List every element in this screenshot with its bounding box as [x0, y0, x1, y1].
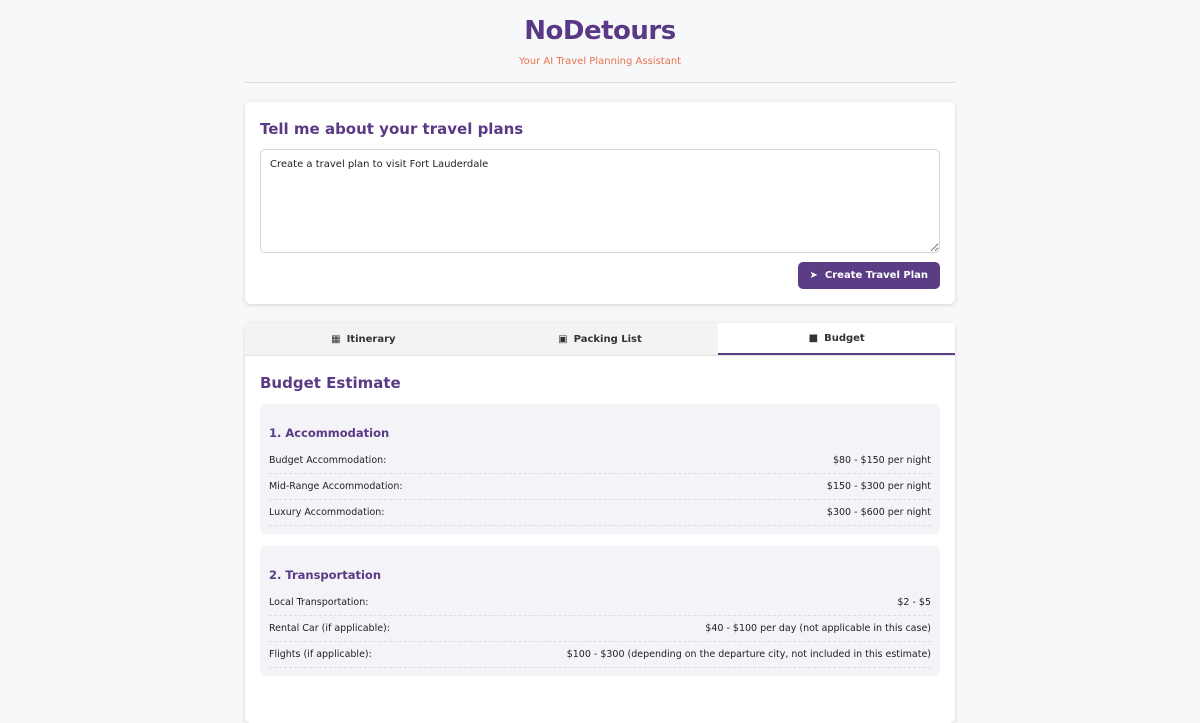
section-title: 2. Transportation	[269, 568, 382, 582]
app-subtitle: Your AI Travel Planning Assistant	[518, 56, 682, 67]
row-value: $40 - $100 per day (not applicable in th…	[705, 623, 931, 634]
budget-row: Luxury Accommodation: $300 - $600 per nig…	[269, 500, 931, 526]
row-label: Local Transportation:	[269, 597, 369, 608]
suitcase-icon: ▣	[558, 333, 568, 345]
row-value: $80 - $150 per night	[832, 455, 931, 466]
row-label: Rental Car (if applicable):	[269, 623, 390, 634]
budget-row: Flights (if applicable): $100 - $300 (dep…	[269, 642, 931, 668]
tab-budget[interactable]: ■ Budget	[718, 323, 956, 355]
header: NoDetours Your AI Travel Planning Assist…	[245, 0, 955, 83]
budget-row: Rental Car (if applicable): $40 - $100 pe…	[269, 616, 931, 642]
button-label: Create Travel Plan	[824, 270, 928, 281]
budget-heading: Budget Estimate	[260, 374, 401, 392]
row-label: Mid-Range Accommodation:	[269, 481, 403, 492]
row-value: $100 - $300 (depending on the departure …	[566, 649, 931, 660]
section-title: 1. Accommodation	[269, 426, 390, 440]
budget-section: 1. Accommodation Budget Accommodation: $80…	[260, 404, 940, 534]
budget-row: Budget Accommodation: $80 - $150 per nigh…	[269, 448, 931, 474]
budget-section: 2. Transportation Local Transportation: $2…	[260, 546, 940, 676]
row-value: $150 - $300 per night	[826, 481, 931, 492]
tab-label: Packing List	[573, 333, 642, 345]
budget-row: Local Transportation: $2 - $5	[269, 590, 931, 616]
row-label: Luxury Accommodation:	[269, 507, 385, 518]
tab-itinerary[interactable]: ▦ Itinerary	[245, 323, 482, 355]
create-travel-plan-button[interactable]: ➤ Create Travel Plan	[797, 262, 940, 289]
wallet-icon: ■	[808, 332, 819, 344]
row-value: $2 - $5	[897, 597, 931, 608]
row-value: $300 - $600 per night	[826, 507, 931, 518]
tab-label: Budget	[824, 332, 865, 344]
row-label: Budget Accommodation:	[269, 455, 387, 466]
input-heading: Tell me about your travel plans	[260, 120, 524, 138]
map-icon: ▦	[331, 333, 341, 345]
tab-packing-list[interactable]: ▣ Packing List	[481, 323, 719, 355]
app-title: NoDetours	[524, 16, 676, 46]
budget-row: Mid-Range Accommodation: $150 - $300 per …	[269, 474, 931, 500]
results-panel: ▦ Itinerary ▣ Packing List ■ Budget Budget …	[245, 323, 956, 723]
input-card: Tell me about your travel plans Create a…	[245, 102, 955, 304]
travel-plan-input[interactable]: Create a travel plan to visit Fort Laude…	[260, 149, 940, 253]
tab-label: Itinerary	[346, 333, 396, 345]
row-label: Flights (if applicable):	[269, 649, 372, 660]
paper-plane-icon: ➤	[809, 270, 818, 281]
